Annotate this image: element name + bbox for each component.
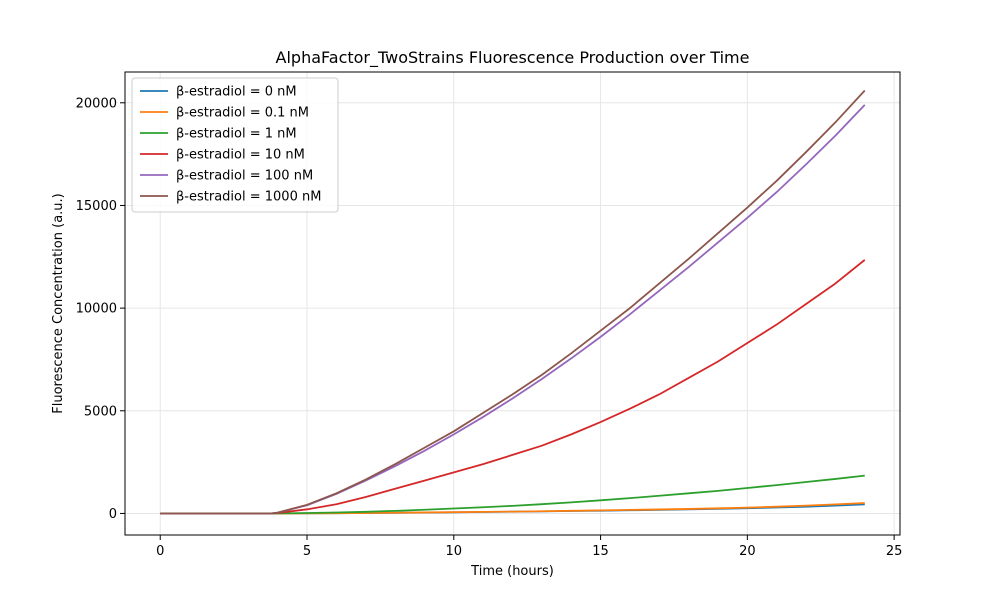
y-axis-ticks: 0 5000 10000 15000 20000 [76,96,125,522]
x-axis-label: Time (hours) [470,564,554,579]
legend-label-3: β-estradiol = 10 nM [176,148,305,163]
legend-label-0: β-estradiol = 0 nM [176,85,297,100]
y-tick-label: 20000 [76,96,117,111]
x-tick-label: 5 [303,544,311,559]
series-line-2 [160,474,865,515]
legend-label-5: β-estradiol = 1000 nM [176,190,321,205]
x-tick-label: 25 [886,544,903,559]
legend-label-2: β-estradiol = 1 nM [176,127,297,142]
legend-box [131,77,339,213]
y-tick-label: 0 [109,507,117,522]
y-tick-label: 10000 [76,302,117,317]
x-axis-ticks: 0 5 10 15 20 25 [156,535,902,559]
legend-label-4: β-estradiol = 100 nM [176,169,313,184]
grid [125,72,900,535]
chart-title: AlphaFactor_TwoStrains Fluorescence Prod… [276,48,750,68]
x-tick-label: 10 [446,544,463,559]
series-line-5 [160,89,866,515]
legend: β-estradiol = 0 nM β-estradiol = 0.1 nM β-… [131,77,339,213]
y-axis-label: Fluorescence Concentration (a.u.) [51,193,66,414]
series-lines [160,89,866,515]
plot-frame [124,71,901,536]
series-line-3 [160,259,866,515]
y-tick-label: 5000 [84,404,117,419]
x-tick-label: 0 [156,544,164,559]
x-tick-label: 20 [739,544,756,559]
x-tick-label: 15 [592,544,609,559]
legend-label-1: β-estradiol = 0.1 nM [176,106,309,121]
y-tick-label: 15000 [76,199,117,214]
